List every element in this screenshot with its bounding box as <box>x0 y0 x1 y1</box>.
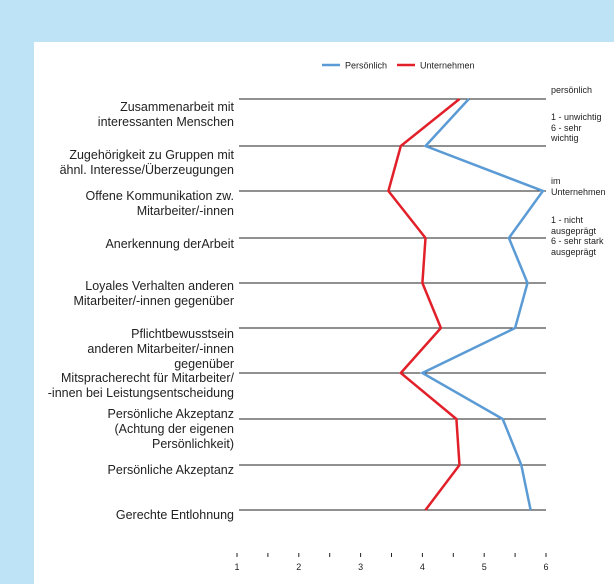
x-tick-label: 5 <box>482 562 487 572</box>
legend-unternehmen-label: Unternehmen <box>420 61 475 71</box>
category-label: Pflichtbewusstsein anderen Mitarbeiter/-… <box>87 327 234 371</box>
series-line-unternehmen <box>387 98 461 511</box>
x-tick-label: 4 <box>420 562 425 572</box>
category-label: Persönliche Akzeptanz <box>107 463 234 477</box>
series-line-persoenlich <box>419 98 545 511</box>
legend-persoenlich-label: Persönlich <box>345 61 387 71</box>
category-label: Mitspracherecht für Mitarbeiter/ -innen … <box>47 371 234 400</box>
category-label: Zugehörigkeit zu Gruppen mit ähnl. Inter… <box>59 148 234 177</box>
x-tick-label: 2 <box>296 562 301 572</box>
category-label: Offene Kommunikation zw. Mitarbeiter/-in… <box>85 189 234 218</box>
x-tick-label: 3 <box>358 562 363 572</box>
x-tick-label: 6 <box>543 562 548 572</box>
category-label: Anerkennung derArbeit <box>105 237 234 251</box>
category-label: Loyales Verhalten anderen Mitarbeiter/-i… <box>73 279 234 308</box>
chart-panel: 1 2 3 4 5 6 Persönlich Unternehmen Zusammenarbe… <box>34 42 614 584</box>
x-tick-label: 1 <box>234 562 239 572</box>
category-label: Persönliche Akzeptanz (Achtung der eigen… <box>107 407 234 451</box>
category-label: Gerechte Entlohnung <box>115 508 234 522</box>
side-note-persoenlich: persönlich <box>551 85 593 95</box>
side-note-scale-persoenlich: 1 - unwichtig 6 - sehr wichtig <box>551 112 602 143</box>
category-label: Zusammenarbeit mit interessanten Mensche… <box>97 100 234 129</box>
side-note-unternehmen: im Unternehmen <box>551 176 606 197</box>
side-note-scale-unternehmen: 1 - nicht ausgeprägt 6 - sehr stark ausg… <box>551 215 604 257</box>
chart-svg: 1 2 3 4 5 6 Persönlich Unternehmen <box>234 61 548 573</box>
